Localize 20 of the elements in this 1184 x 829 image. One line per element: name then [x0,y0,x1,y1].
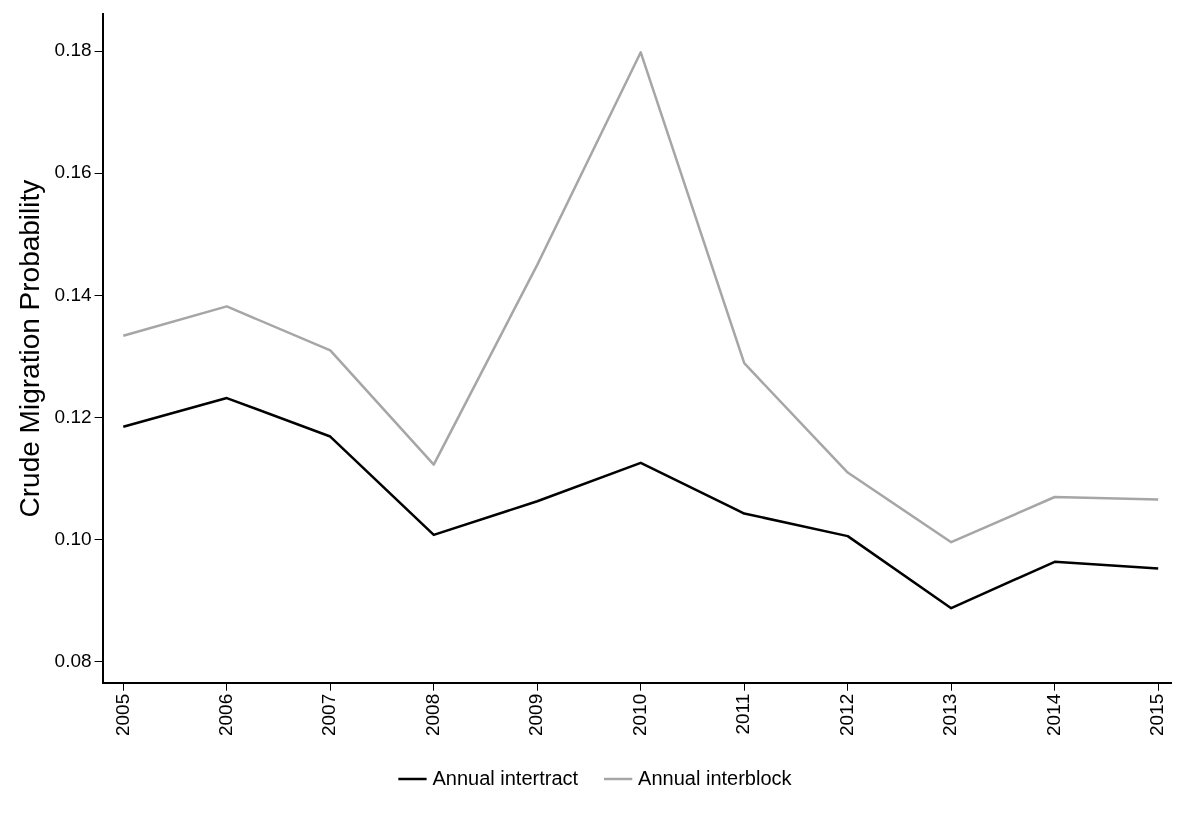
x-tick-label: 2015 [1146,693,1168,737]
x-tick-label: 2008 [421,693,443,737]
x-tick-label: 2006 [215,693,236,737]
x-tick-label: 2014 [1042,693,1064,737]
x-tick-label: 2012 [835,693,857,737]
y-tick-label: 0.10 [54,528,92,550]
legend-label: Annual interblock [638,766,793,789]
y-tick-label: 0.16 [54,161,92,183]
x-tick-label: 2005 [111,693,133,737]
legend-label: Annual intertract [432,766,579,789]
y-tick-label: 0.12 [54,405,92,427]
x-tick-label: 2013 [939,693,961,737]
y-axis-title: Crude Migration Probability [13,179,45,518]
x-tick-label: 2011 [732,693,754,735]
y-tick-label: 0.18 [54,39,92,61]
x-tick-label: 2010 [628,693,650,737]
x-tick-label: 2009 [525,693,547,737]
y-tick-label: 0.14 [54,283,93,305]
y-tick-label: 0.08 [54,650,92,672]
x-tick-label: 2007 [318,693,340,737]
